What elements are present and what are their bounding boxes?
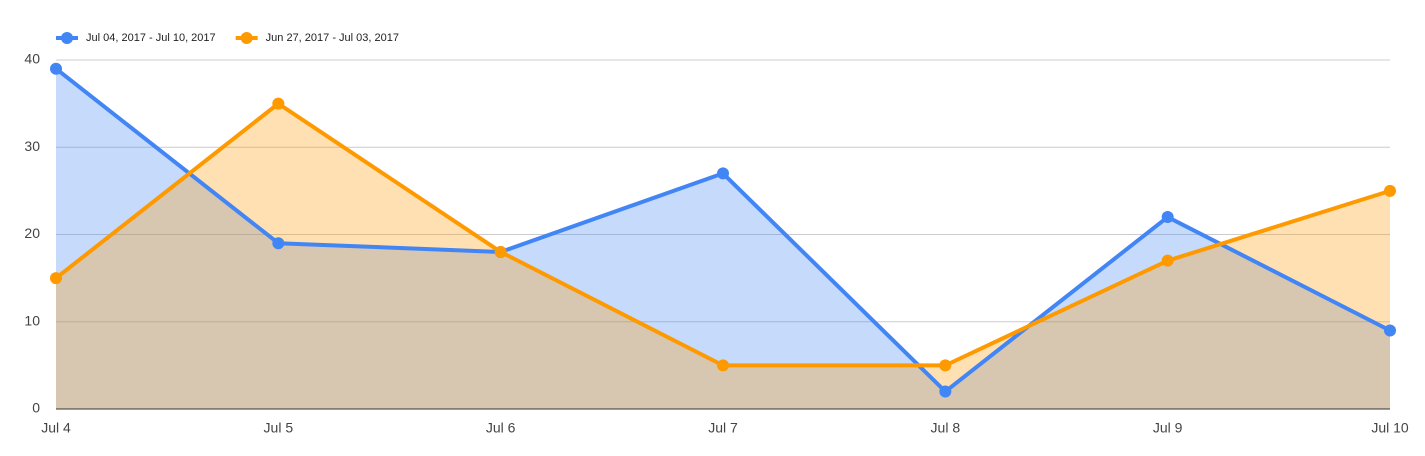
legend-label: Jul 04, 2017 - Jul 10, 2017 <box>86 32 216 44</box>
y-tick-label: 0 <box>32 400 40 416</box>
legend-label: Jun 27, 2017 - Jul 03, 2017 <box>266 32 399 44</box>
point <box>717 359 729 372</box>
point <box>1161 211 1174 224</box>
x-tick-label: Jul 10 <box>1371 420 1409 436</box>
point <box>272 97 285 110</box>
point <box>1161 254 1174 267</box>
x-tick-label: Jul 9 <box>1153 420 1183 436</box>
y-tick-label: 10 <box>24 312 40 328</box>
point <box>272 237 285 250</box>
x-tick-label: Jul 8 <box>931 420 961 436</box>
point <box>494 245 507 258</box>
point <box>717 167 729 180</box>
point <box>939 385 952 398</box>
legend-marker <box>240 32 253 44</box>
legend-marker <box>61 32 73 44</box>
point <box>50 62 62 75</box>
y-tick-label: 30 <box>24 138 40 154</box>
y-tick-label: 20 <box>24 225 40 241</box>
point <box>939 359 952 372</box>
area <box>56 68 1390 409</box>
x-tick-label: Jul 4 <box>41 420 71 436</box>
point <box>1384 184 1396 197</box>
x-tick-label: Jul 5 <box>264 420 294 436</box>
x-tick-label: Jul 6 <box>486 420 516 436</box>
x-tick-label: Jul 7 <box>708 420 738 436</box>
point <box>50 272 62 285</box>
point <box>1384 324 1396 337</box>
y-tick-label: 40 <box>24 51 40 67</box>
